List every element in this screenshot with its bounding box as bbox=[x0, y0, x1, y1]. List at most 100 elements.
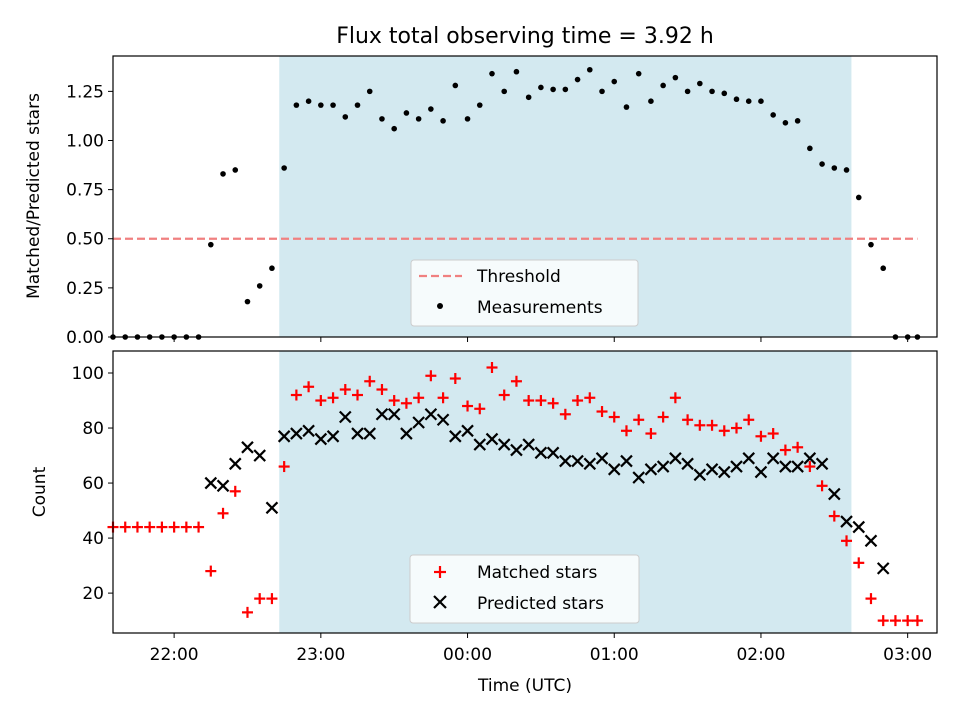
measurement-point bbox=[244, 298, 251, 305]
matched-star-point bbox=[486, 362, 498, 374]
measurement-point bbox=[611, 78, 618, 85]
measurement-point bbox=[208, 241, 214, 248]
predicted-star-point bbox=[852, 520, 866, 534]
predicted-star-point bbox=[840, 515, 853, 528]
measurement-point bbox=[697, 80, 703, 87]
predicted-stars-points bbox=[204, 408, 890, 575]
matched-star-point bbox=[547, 397, 559, 409]
predicted-star-point bbox=[546, 446, 560, 460]
predicted-star-point bbox=[228, 457, 242, 471]
matched-star-point bbox=[217, 507, 229, 519]
bottom-axes-frame bbox=[112, 350, 938, 634]
chart-title: Flux total observing time = 3.92 h bbox=[336, 24, 714, 49]
measurement-point bbox=[489, 70, 495, 77]
legend-measurements-label: Measurements bbox=[477, 298, 603, 318]
measurement-point bbox=[660, 82, 666, 89]
matched-star-point bbox=[841, 535, 853, 547]
matched-star-point bbox=[180, 521, 192, 533]
x-tick-label: 00:00 bbox=[443, 645, 492, 665]
matched-star-point bbox=[376, 384, 388, 396]
measurement-point bbox=[770, 112, 776, 118]
x-tick-label: 02:00 bbox=[736, 645, 785, 665]
predicted-star-point bbox=[681, 457, 694, 471]
matched-star-point bbox=[828, 510, 840, 522]
measurement-point bbox=[855, 194, 862, 201]
matched-star-point bbox=[437, 392, 449, 404]
bottom-x-ticks: 22:00 23:00 00:00 01:00 02:00 03:00 bbox=[150, 633, 932, 665]
matched-star-point bbox=[119, 521, 131, 533]
matched-star-point bbox=[290, 389, 302, 401]
measurement-point bbox=[709, 88, 715, 95]
matched-star-point bbox=[804, 461, 816, 473]
predicted-star-point bbox=[400, 427, 413, 440]
matched-star-point bbox=[535, 395, 547, 407]
measurement-point bbox=[831, 165, 838, 171]
predicted-star-point bbox=[424, 408, 438, 421]
predicted-star-point bbox=[815, 457, 829, 471]
measurement-point bbox=[464, 116, 471, 122]
measurement-point bbox=[525, 94, 532, 101]
legend-predicted-label: Predicted stars bbox=[477, 594, 604, 614]
predicted-star-point bbox=[803, 452, 817, 465]
matched-star-point bbox=[352, 389, 364, 401]
predicted-star-point bbox=[607, 463, 621, 476]
y-tick-label: 60 bbox=[82, 474, 104, 494]
x-tick-label: 22:00 bbox=[150, 645, 199, 665]
matched-star-point bbox=[425, 370, 437, 382]
predicted-star-point bbox=[204, 476, 218, 490]
bottom-legend: Matched stars Predicted stars bbox=[409, 554, 640, 624]
matched-star-point bbox=[388, 395, 400, 407]
matched-star-point bbox=[889, 615, 901, 627]
predicted-star-point bbox=[375, 408, 389, 421]
predicted-star-point bbox=[339, 410, 352, 424]
predicted-star-point bbox=[766, 452, 780, 465]
matched-star-point bbox=[156, 521, 168, 533]
predicted-star-point bbox=[449, 430, 462, 443]
predicted-star-point bbox=[656, 460, 670, 473]
predicted-star-point bbox=[326, 430, 340, 443]
predicted-star-point bbox=[559, 454, 572, 468]
matched-star-point bbox=[731, 422, 743, 434]
predicted-star-point bbox=[253, 449, 266, 462]
predicted-star-point bbox=[620, 454, 633, 468]
matched-star-point bbox=[364, 375, 376, 387]
matched-star-point bbox=[327, 392, 339, 404]
predicted-star-point bbox=[351, 427, 364, 440]
matched-star-point bbox=[462, 400, 474, 412]
measurement-point bbox=[281, 165, 287, 171]
bottom-panel: 20 40 60 80 100 22:00 23:00 00:00 01:00 02:00 03:… bbox=[30, 350, 938, 696]
measurement-point bbox=[330, 102, 336, 108]
measurement-points bbox=[110, 66, 921, 340]
predicted-star-point bbox=[742, 452, 756, 465]
predicted-star-point bbox=[791, 460, 804, 473]
top-legend: Threshold Measurements bbox=[410, 259, 639, 327]
predicted-star-point bbox=[864, 534, 878, 548]
legend-predicted-swatch bbox=[433, 595, 447, 609]
legend-matched-label: Matched stars bbox=[477, 563, 597, 583]
predicted-star-point bbox=[473, 438, 487, 451]
matched-star-point bbox=[911, 615, 923, 627]
predicted-star-point bbox=[387, 408, 401, 421]
measurement-point bbox=[782, 120, 789, 126]
matched-star-point bbox=[608, 411, 620, 423]
predicted-star-point bbox=[290, 427, 303, 440]
measurement-point bbox=[562, 86, 569, 93]
measurement-point bbox=[574, 76, 581, 83]
predicted-star-point bbox=[461, 424, 474, 438]
measurement-point bbox=[256, 283, 263, 289]
measurement-point bbox=[721, 90, 728, 97]
measurement-point bbox=[452, 82, 459, 89]
top-axes-frame bbox=[112, 55, 938, 338]
predicted-star-point bbox=[216, 479, 230, 493]
predicted-star-point bbox=[265, 501, 279, 515]
y-tick-label: 0.75 bbox=[66, 181, 104, 201]
measurement-point bbox=[342, 114, 349, 120]
legend-matched-swatch bbox=[434, 566, 446, 578]
x-tick-label: 03:00 bbox=[883, 645, 932, 665]
x-tick-label: 01:00 bbox=[590, 645, 639, 665]
predicted-star-point bbox=[436, 413, 450, 427]
predicted-star-point bbox=[754, 465, 768, 479]
measurement-point bbox=[623, 104, 630, 110]
matched-star-point bbox=[633, 414, 645, 426]
measurement-point bbox=[684, 88, 691, 95]
